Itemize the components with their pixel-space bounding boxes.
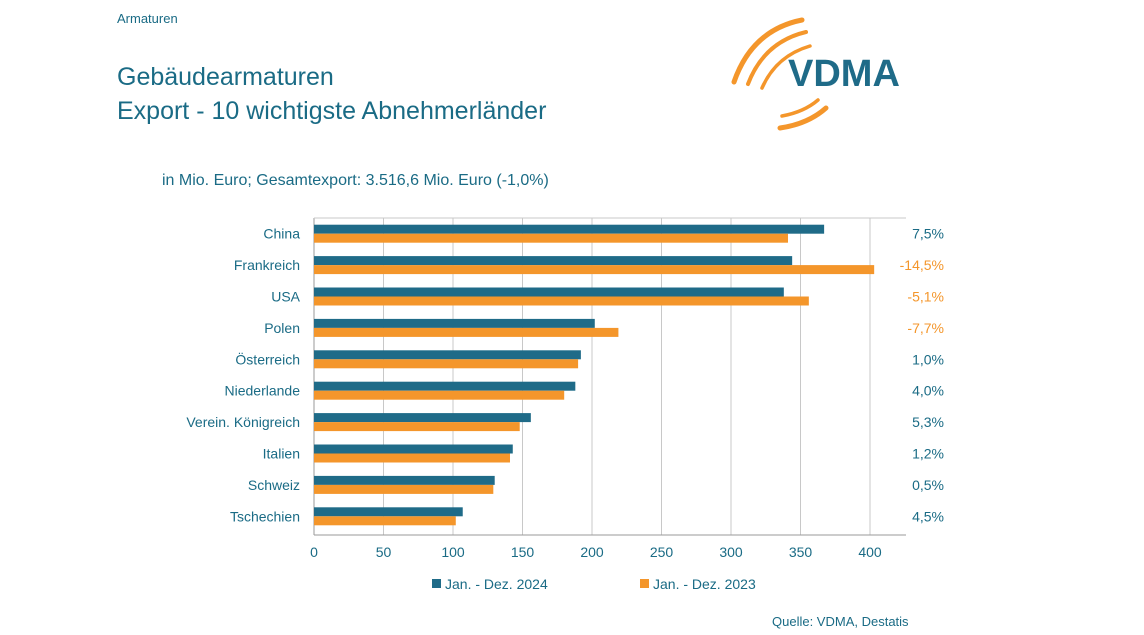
- source-note: Quelle: VDMA, Destatis: [772, 614, 909, 629]
- change-labels: 7,5% -14,5% -5,1% -7,7% 1,0% 4,0% 5,3% 1,2% 0,5%…: [900, 226, 944, 525]
- logo-text: VDMA: [788, 53, 900, 95]
- change-label: 5,3%: [912, 414, 944, 430]
- change-label: 1,0%: [912, 351, 944, 367]
- section-kicker: Armaturen: [117, 11, 178, 26]
- category-label: Schweiz: [248, 477, 300, 493]
- chart-legend: Jan. - Dez. 2024 Jan. - Dez. 2023: [432, 576, 756, 592]
- x-tick-label: 0: [310, 544, 318, 560]
- legend-label: Jan. - Dez. 2023: [653, 576, 756, 592]
- bar-2023: [314, 516, 456, 526]
- title-line-2: Export - 10 wichtigste Abnehmerländer: [117, 97, 547, 125]
- x-tick-label: 400: [858, 544, 882, 560]
- bar-2024: [314, 224, 825, 234]
- x-tick-label: 250: [650, 544, 674, 560]
- category-label: Tschechien: [230, 508, 300, 524]
- category-label: Polen: [264, 320, 300, 336]
- bar-2023: [314, 422, 520, 432]
- x-tick-labels: 0 50 100 150 200 250 300 350 400: [310, 544, 882, 560]
- x-tick-label: 100: [441, 544, 465, 560]
- bar-2024: [314, 381, 576, 391]
- category-label: Österreich: [235, 350, 300, 367]
- category-labels: China Frankreich USA Polen Österreich Niederl…: [186, 226, 300, 525]
- category-label: Frankreich: [234, 257, 300, 273]
- category-label: Verein. Königreich: [186, 414, 300, 430]
- x-tick-label: 200: [580, 544, 604, 560]
- bar-2023: [314, 359, 579, 369]
- bar-2023: [314, 453, 510, 463]
- category-label: Niederlande: [225, 383, 301, 399]
- legend-label: Jan. - Dez. 2024: [445, 576, 548, 592]
- category-label: USA: [271, 289, 300, 305]
- bar-2024: [314, 350, 581, 360]
- page-title: Gebäudearmaturen Export - 10 wichtigste …: [117, 60, 546, 128]
- change-label: -14,5%: [900, 257, 944, 273]
- category-label: China: [263, 226, 300, 242]
- bar-2023: [314, 484, 494, 494]
- chart-bars: [314, 224, 875, 526]
- x-tick-label: 150: [511, 544, 535, 560]
- chart-subtitle: in Mio. Euro; Gesamtexport: 3.516,6 Mio.…: [162, 172, 549, 189]
- bar-2024: [314, 507, 463, 517]
- change-label: -5,1%: [907, 289, 944, 305]
- bar-2023: [314, 390, 565, 400]
- change-label: 7,5%: [912, 226, 944, 242]
- x-tick-label: 300: [719, 544, 743, 560]
- title-line-1: Gebäudearmaturen: [117, 63, 334, 91]
- legend-swatch: [432, 579, 441, 588]
- bar-2024: [314, 413, 531, 423]
- bar-2023: [314, 265, 875, 275]
- bar-2023: [314, 327, 619, 337]
- change-label: 0,5%: [912, 477, 944, 493]
- bar-2024: [314, 444, 513, 454]
- vdma-logo: VDMA: [731, 17, 900, 131]
- x-tick-label: 50: [376, 544, 392, 560]
- bar-2024: [314, 256, 793, 266]
- bar-2023: [314, 296, 809, 306]
- change-label: 4,5%: [912, 508, 944, 524]
- category-label: Italien: [263, 446, 300, 462]
- x-tick-label: 350: [789, 544, 813, 560]
- bar-2024: [314, 475, 495, 485]
- bar-2024: [314, 287, 784, 297]
- change-label: 1,2%: [912, 446, 944, 462]
- logo-arcs-icon: [731, 17, 829, 131]
- bar-2024: [314, 318, 595, 328]
- bar-2023: [314, 233, 788, 243]
- change-label: -7,7%: [907, 320, 944, 336]
- change-label: 4,0%: [912, 383, 944, 399]
- legend-swatch: [640, 579, 649, 588]
